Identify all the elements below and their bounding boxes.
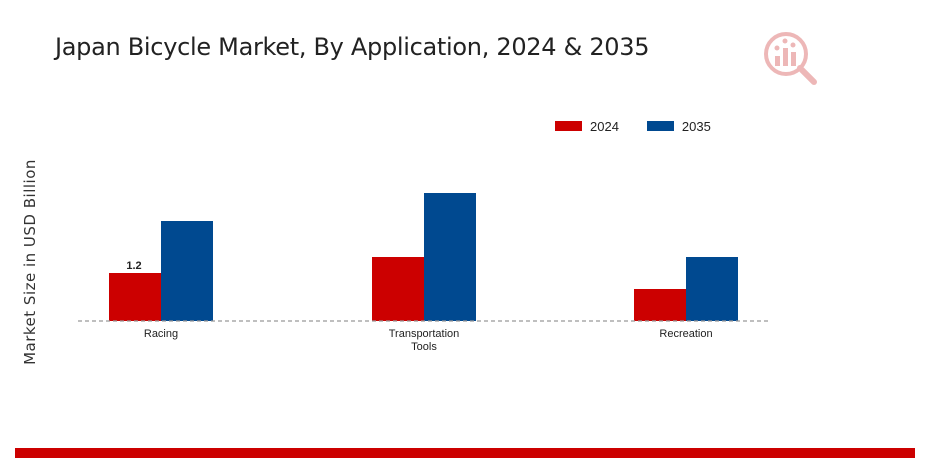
- bar-2035-recreation: [686, 257, 738, 321]
- legend-swatch-2024: [555, 121, 582, 131]
- bar-2024-racing: [109, 273, 161, 321]
- data-label: 1.2: [126, 260, 141, 272]
- x-tick-label: Transportation Tools: [389, 328, 460, 353]
- x-tick-label: Racing: [144, 328, 178, 340]
- market-research-logo-icon: [764, 32, 817, 85]
- bottom-accent-bar: [15, 448, 915, 458]
- legend-swatch-2035: [646, 121, 674, 131]
- legend-label-2024: 2024: [590, 118, 619, 134]
- legend-item-2035: 2035: [646, 118, 711, 134]
- legend-item-2024: 2024: [555, 119, 619, 134]
- bar-2035-transportation-tools: [424, 193, 476, 321]
- legend-label-2035: 2035: [681, 118, 711, 134]
- legend: 2024 2035: [555, 118, 711, 134]
- bar-2035-racing: [161, 221, 213, 321]
- bar-2024-recreation: [634, 289, 686, 321]
- bar-2024-transportation-tools: [372, 257, 424, 321]
- chart-title: Japan Bicycle Market, By Application, 20…: [55, 33, 650, 61]
- x-tick-label: Recreation: [659, 328, 712, 340]
